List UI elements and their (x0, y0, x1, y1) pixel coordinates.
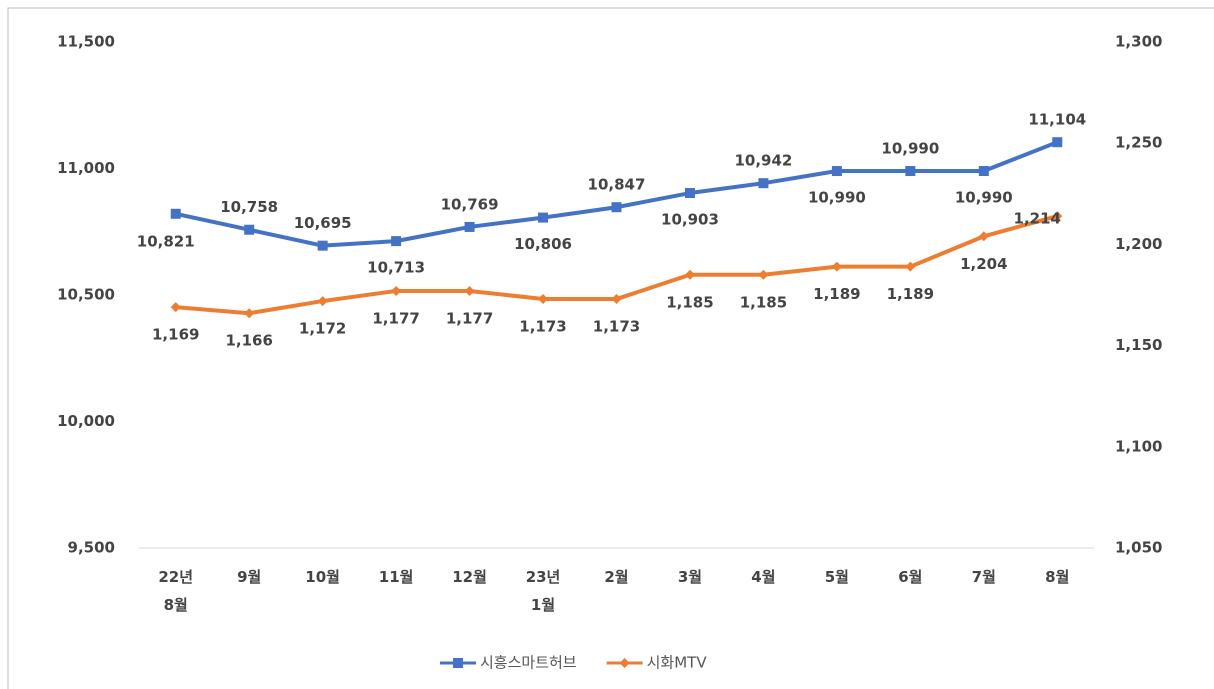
data-label: 1,169 (152, 326, 199, 344)
marker (317, 240, 328, 251)
data-label: 10,821 (137, 232, 195, 250)
marker (1052, 137, 1063, 148)
x-tick-label: 5월 (824, 568, 849, 586)
data-label: 1,177 (446, 309, 493, 327)
data-label: 1,204 (960, 255, 1007, 273)
data-label: 1,189 (887, 285, 934, 303)
x-tick-label: 22년 8월 (158, 568, 194, 614)
marker (244, 224, 255, 235)
marker (684, 188, 695, 199)
legend-label: 시흥스마트허브 (480, 654, 577, 672)
data-label: 1,173 (593, 318, 640, 336)
marker (170, 208, 181, 219)
marker (978, 166, 989, 177)
data-label: 10,903 (661, 211, 719, 229)
y-tick-label: 11,500 (57, 33, 115, 51)
x-tick-label: 6월 (898, 568, 923, 586)
data-label: 10,695 (294, 214, 352, 232)
marker (244, 308, 255, 319)
x-tick-label: 3월 (677, 568, 703, 586)
data-label: 1,185 (740, 293, 787, 311)
y-tick-label: 10,000 (57, 412, 115, 430)
y2-tick-label: 1,050 (1115, 539, 1162, 557)
marker (464, 285, 475, 296)
data-label: 11,104 (1028, 111, 1086, 129)
data-label: 10,990 (955, 189, 1013, 207)
marker (453, 658, 463, 668)
data-label: 10,847 (588, 176, 646, 194)
marker (758, 269, 769, 280)
data-label: 10,713 (367, 259, 425, 277)
marker (978, 231, 989, 242)
x-tick-label: 2월 (604, 568, 629, 586)
data-label: 1,172 (299, 320, 346, 338)
y2-tick-label: 1,150 (1115, 336, 1162, 354)
marker (758, 178, 769, 189)
marker (538, 294, 549, 305)
marker (831, 166, 842, 177)
x-tick-label: 9월 (237, 568, 262, 586)
data-label: 1,214 (1014, 210, 1061, 228)
marker (611, 294, 622, 305)
y2-tick-label: 1,250 (1115, 134, 1162, 152)
y-tick-label: 10,500 (57, 286, 115, 304)
marker (611, 202, 622, 213)
data-label: 10,990 (808, 189, 866, 207)
x-tick-label: 11월 (378, 568, 414, 586)
marker (170, 302, 181, 313)
data-label: 1,177 (372, 309, 419, 327)
marker (831, 261, 842, 272)
data-label: 1,173 (519, 318, 566, 336)
data-label: 1,166 (225, 332, 272, 350)
chart-frame (7, 7, 1214, 689)
y-tick-label: 11,000 (57, 159, 115, 177)
x-tick-label: 10월 (305, 568, 340, 586)
marker (684, 269, 695, 280)
data-label: 10,990 (881, 140, 939, 158)
data-label: 10,769 (441, 195, 499, 213)
y2-tick-label: 1,100 (1115, 437, 1162, 455)
x-tick-label: 7월 (971, 568, 996, 586)
marker (619, 658, 630, 668)
data-label: 10,806 (514, 235, 572, 253)
data-label: 1,189 (813, 285, 860, 303)
marker (317, 296, 328, 307)
marker (391, 285, 402, 296)
x-tick-label: 12월 (452, 568, 487, 586)
marker (905, 166, 916, 177)
data-label: 10,942 (734, 152, 792, 170)
x-tick-label: 4월 (751, 568, 776, 586)
marker (538, 212, 549, 223)
marker (905, 261, 916, 272)
marker (464, 221, 475, 232)
data-label: 10,758 (220, 198, 278, 216)
legend-label: 시화MTV (647, 654, 708, 672)
marker (391, 236, 402, 247)
y2-tick-label: 1,300 (1115, 33, 1162, 51)
data-label: 1,185 (666, 293, 713, 311)
x-tick-label: 23년 1월 (525, 568, 561, 614)
y-tick-label: 9,500 (68, 539, 115, 557)
marker (1052, 211, 1063, 222)
y2-tick-label: 1,200 (1115, 235, 1162, 253)
x-tick-label: 8월 (1045, 568, 1070, 586)
